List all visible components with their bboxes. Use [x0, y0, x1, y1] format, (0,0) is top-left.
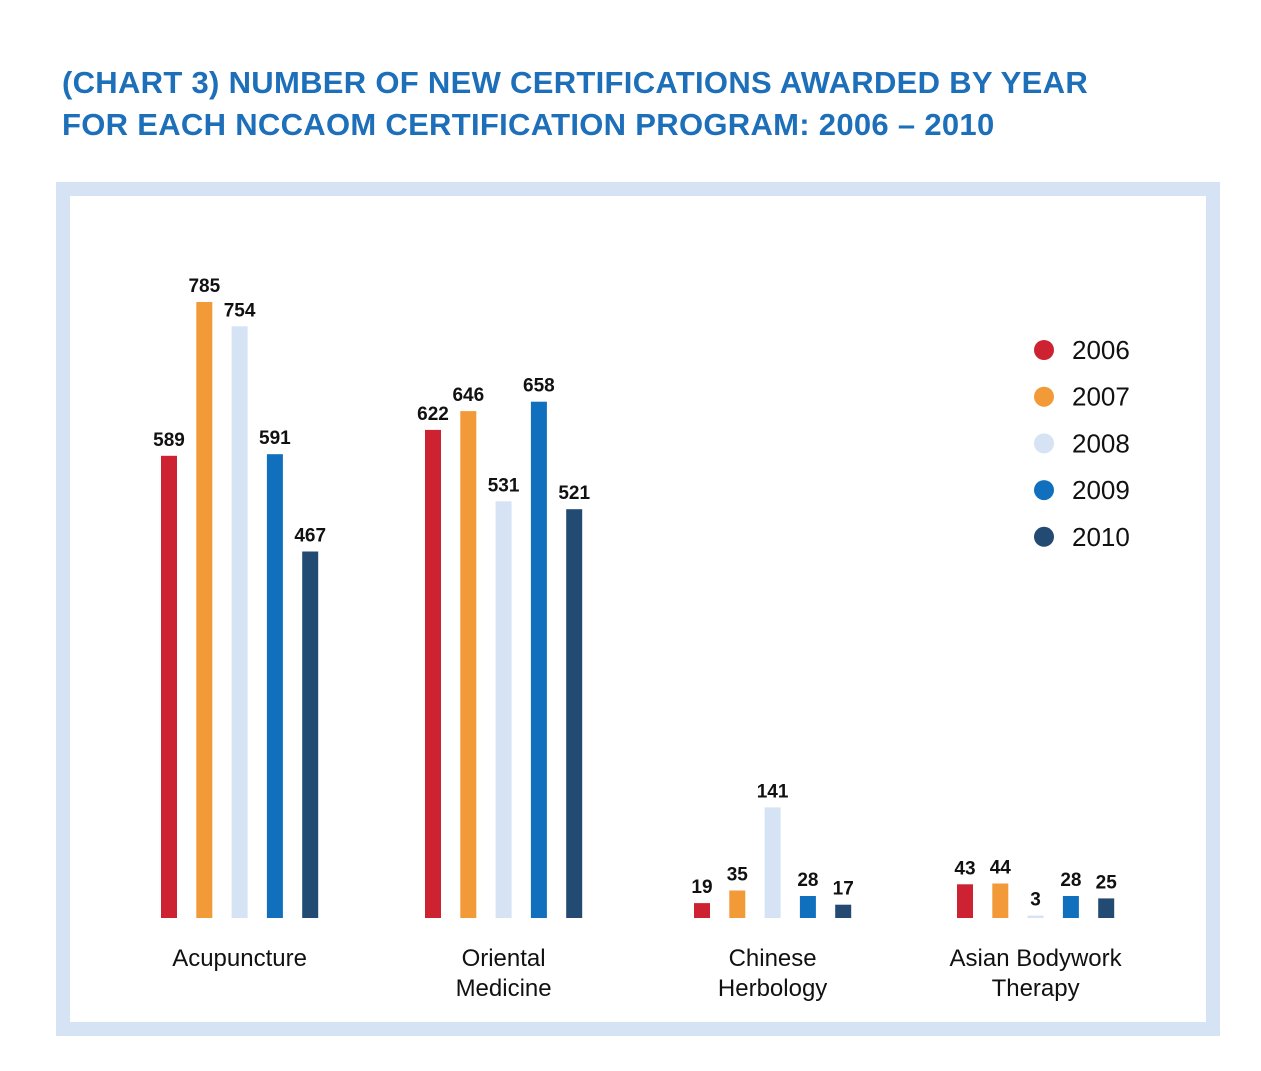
legend-swatch	[1034, 526, 1054, 547]
category-label: Acupuncture	[172, 945, 307, 972]
data-label: 754	[224, 300, 256, 321]
data-label: 28	[797, 870, 818, 891]
bar-0-2010	[302, 551, 319, 918]
data-label: 28	[1060, 870, 1081, 891]
data-label: 43	[954, 858, 975, 879]
data-label: 3	[1030, 890, 1041, 911]
bar-2-2010	[835, 904, 852, 918]
category-label-line: Oriental	[462, 945, 546, 972]
data-label: 35	[727, 865, 749, 886]
bar-0-2009	[266, 454, 283, 918]
chart-frame	[56, 182, 1220, 1036]
bar-1-2010	[566, 509, 583, 918]
category-label: Asian Bodywork Therapy	[950, 945, 1123, 1002]
legend-label: 2010	[1072, 522, 1130, 552]
bar-3-2006	[957, 884, 973, 918]
bar-1-2007	[460, 411, 477, 918]
data-label: 622	[417, 404, 449, 425]
chart-title-line-1: (CHART 3) NUMBER OF NEW CERTIFICATIONS A…	[62, 65, 1089, 100]
bar-3-2008	[1027, 915, 1044, 918]
data-label: 17	[833, 879, 854, 900]
data-label: 591	[259, 428, 291, 449]
bar-1-2006	[425, 429, 441, 918]
bar-2-2008	[764, 807, 781, 918]
bar-3-2010	[1098, 898, 1115, 918]
category-label-line: Therapy	[992, 975, 1080, 1002]
legend-item-2006: 2006	[1034, 335, 1130, 365]
data-label: 44	[990, 858, 1012, 879]
bar-0-2006	[161, 455, 177, 918]
data-label: 646	[452, 385, 484, 406]
bar-0-2008	[231, 326, 248, 918]
legend: 2006 2007 2008 2009 2010	[1034, 335, 1130, 552]
legend-swatch	[1034, 433, 1054, 454]
bar-2-2007	[729, 890, 746, 918]
chart-title: (CHART 3) NUMBER OF NEW CERTIFICATIONS A…	[62, 62, 1182, 146]
data-label: 658	[523, 376, 555, 397]
legend-label: 2009	[1072, 475, 1130, 505]
data-label: 531	[488, 475, 520, 496]
data-label: 25	[1096, 872, 1118, 893]
data-label: 785	[188, 276, 220, 297]
category-label-line: Acupuncture	[172, 945, 307, 972]
bar-1-2008	[495, 501, 512, 918]
legend-item-2010: 2010	[1034, 522, 1130, 552]
bar-3-2007	[992, 883, 1009, 918]
legend-label: 2008	[1072, 428, 1130, 458]
bar-2-2009	[799, 896, 816, 918]
category-label-line: Medicine	[456, 975, 552, 1002]
bars-layer	[161, 302, 1115, 918]
legend-swatch	[1034, 480, 1054, 501]
legend-swatch	[1034, 386, 1054, 407]
category-labels-layer: Acupuncture Oriental Medicine Chinese Herbol…	[172, 945, 1122, 1002]
data-label: 521	[558, 483, 590, 504]
chart-title-line-2: FOR EACH NCCAOM CERTIFICATION PROGRAM: 2…	[62, 107, 995, 142]
legend-swatch	[1034, 340, 1054, 360]
bar-0-2007	[196, 302, 213, 918]
category-label-line: Herbology	[718, 975, 827, 1002]
bar-2-2006	[694, 903, 710, 918]
data-label: 19	[691, 877, 712, 898]
category-label-line: Chinese	[729, 945, 817, 972]
legend-label: 2006	[1072, 335, 1130, 365]
data-label: 467	[294, 526, 326, 547]
data-label: 589	[153, 430, 185, 451]
category-label: Chinese Herbology	[718, 945, 827, 1002]
bar-3-2009	[1062, 896, 1079, 918]
legend-item-2009: 2009	[1034, 475, 1130, 505]
bar-1-2009	[530, 401, 547, 918]
data-label: 141	[757, 781, 789, 802]
category-label-line: Asian Bodywork	[950, 945, 1123, 972]
legend-item-2007: 2007	[1034, 382, 1130, 412]
category-label: Oriental Medicine	[456, 945, 552, 1002]
legend-label: 2007	[1072, 382, 1130, 412]
legend-item-2008: 2008	[1034, 428, 1130, 458]
